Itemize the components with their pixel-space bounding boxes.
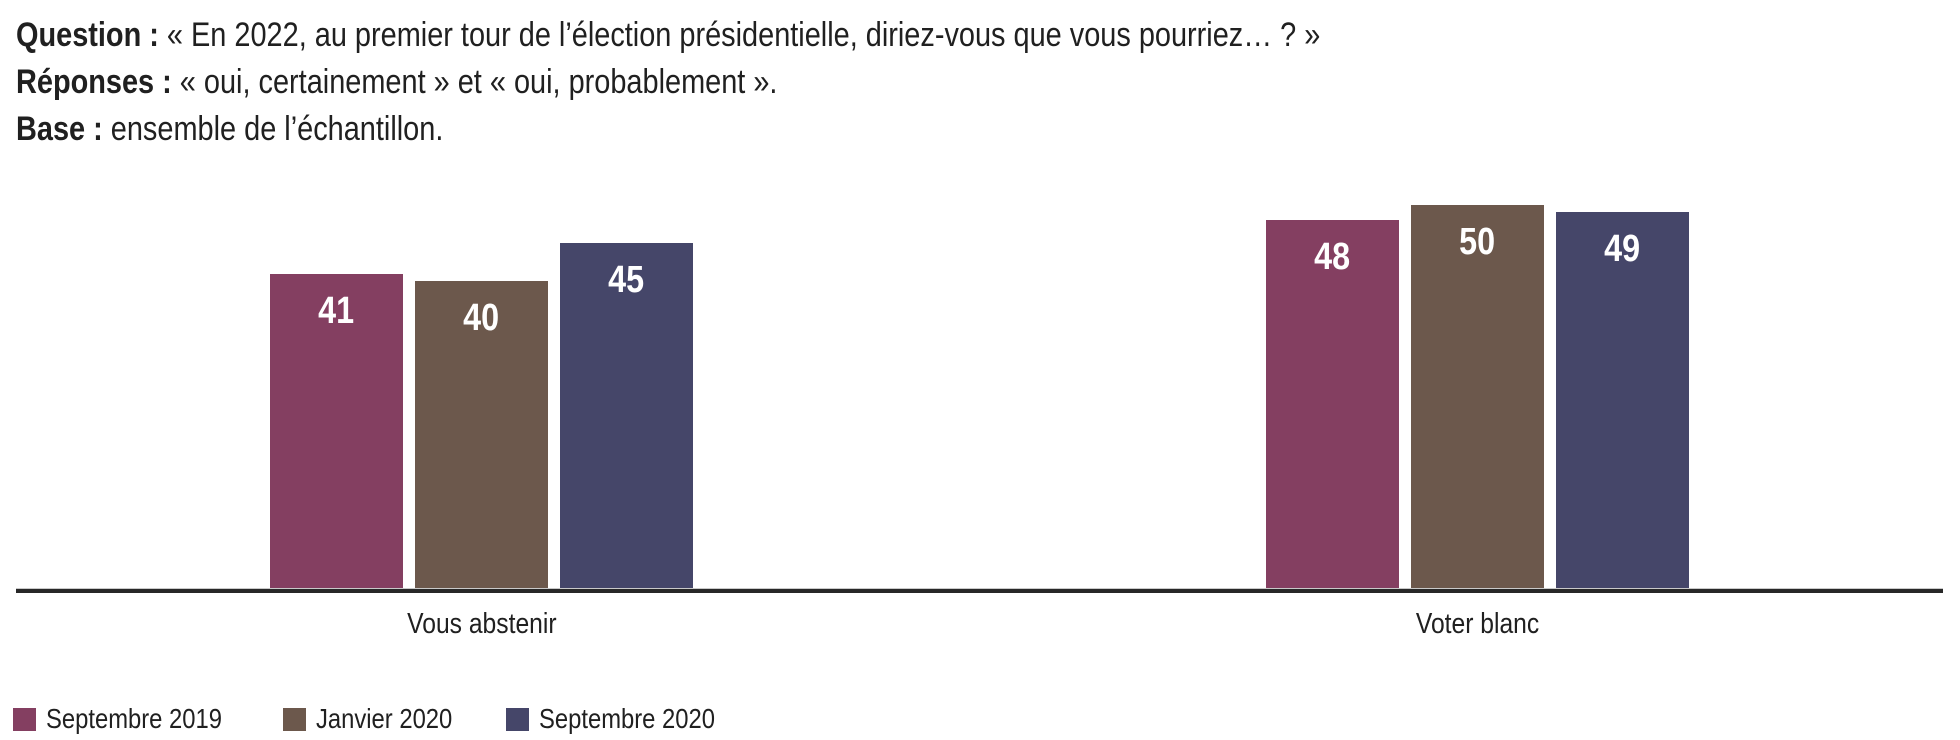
base-label: Base : — [16, 110, 103, 148]
legend-label: Septembre 2019 — [46, 703, 222, 734]
bar-septembre-2019-voter-blanc: 48 — [1266, 219, 1399, 588]
bar-value-label: 48 — [1314, 235, 1351, 278]
x-axis-line — [16, 588, 1943, 593]
category-label-vous-abstenir: Vous abstenir — [406, 608, 557, 640]
responses-label: Réponses : — [16, 63, 172, 101]
chart-legend: Septembre 2019 Janvier 2020 Septembre 2020 — [13, 703, 746, 735]
question-line: Question : « En 2022, au premier tour de… — [16, 12, 1320, 59]
responses-line: Réponses : « oui, certainement » et « ou… — [16, 59, 1320, 106]
legend-swatch-icon — [283, 707, 307, 731]
legend-label: Janvier 2020 — [316, 703, 453, 734]
legend-item-septembre-2020: Septembre 2020 — [506, 703, 746, 735]
bar-janvier-2020-voter-blanc: 50 — [1411, 204, 1544, 588]
responses-text: « oui, certainement » et « oui, probable… — [171, 63, 778, 101]
base-line: Base : ensemble de l’échantillon. — [16, 106, 1320, 153]
legend-swatch-icon — [13, 707, 36, 731]
bar-septembre-2020-voter-blanc: 49 — [1556, 212, 1689, 588]
legend-swatch-icon — [506, 707, 530, 731]
category-label-voter-blanc: Voter blanc — [1415, 608, 1540, 640]
question-label: Question : — [16, 16, 159, 54]
bar-septembre-2019-vous-abstenir: 41 — [270, 273, 403, 588]
bar-value-label: 41 — [318, 289, 355, 332]
bar-value-label: 50 — [1459, 220, 1496, 263]
legend-item-janvier-2020: Janvier 2020 — [283, 703, 476, 735]
question-text: « En 2022, au premier tour de l’élection… — [158, 16, 1321, 54]
bar-septembre-2020-vous-abstenir: 45 — [560, 242, 693, 588]
survey-header: Question : « En 2022, au premier tour de… — [16, 12, 1551, 153]
legend-item-septembre-2019: Septembre 2019 — [13, 703, 253, 735]
bar-value-label: 40 — [463, 297, 500, 340]
bar-value-label: 49 — [1604, 228, 1641, 271]
legend-label: Septembre 2020 — [539, 703, 716, 734]
bar-janvier-2020-vous-abstenir: 40 — [415, 281, 548, 588]
base-text: ensemble de l’échantillon. — [102, 110, 444, 148]
bar-value-label: 45 — [608, 258, 645, 301]
